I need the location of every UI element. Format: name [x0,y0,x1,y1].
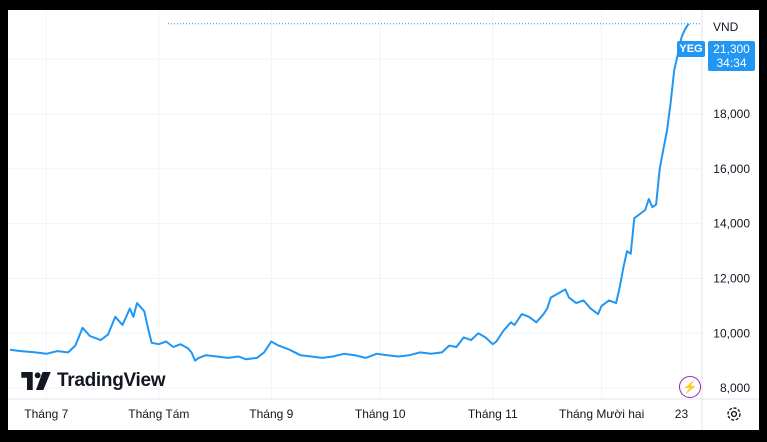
y-tick-label: 18,000 [713,107,750,121]
y-tick-label: 12,000 [713,271,750,285]
bar-countdown: 34:34 [716,56,747,70]
gear-icon[interactable] [725,405,743,423]
logo-text: TradingView [57,370,166,391]
lightning-icon[interactable]: ⚡ [679,376,701,398]
symbol-tag: YEG [677,41,705,57]
x-tick-label: 23 [675,407,689,421]
tradingview-logo-icon [21,372,51,390]
x-tick-label: Tháng 9 [249,407,293,421]
y-tick-label: 16,000 [713,162,750,176]
x-tick-label: Tháng Mười hai [559,407,644,421]
x-tick-label: Tháng 7 [24,407,68,421]
chart-panel[interactable]: 8,00010,00012,00014,00016,00018,00020,00… [8,10,759,430]
price-chart[interactable]: 8,00010,00012,00014,00016,00018,00020,00… [8,10,759,430]
y-tick-label: 10,000 [713,326,750,340]
last-price-value: 21,300 [713,42,750,56]
x-tick-label: Tháng Tám [128,407,189,421]
y-tick-label: 8,000 [720,381,750,395]
last-price-label: 21,300 34:34 [708,41,755,71]
y-tick-label: 14,000 [713,217,750,231]
price-series-line [9,23,690,362]
x-tick-label: Tháng 11 [468,407,518,421]
x-tick-label: Tháng 10 [355,407,406,421]
currency-label[interactable]: VND [713,20,739,34]
tradingview-logo[interactable]: TradingView [21,370,166,392]
